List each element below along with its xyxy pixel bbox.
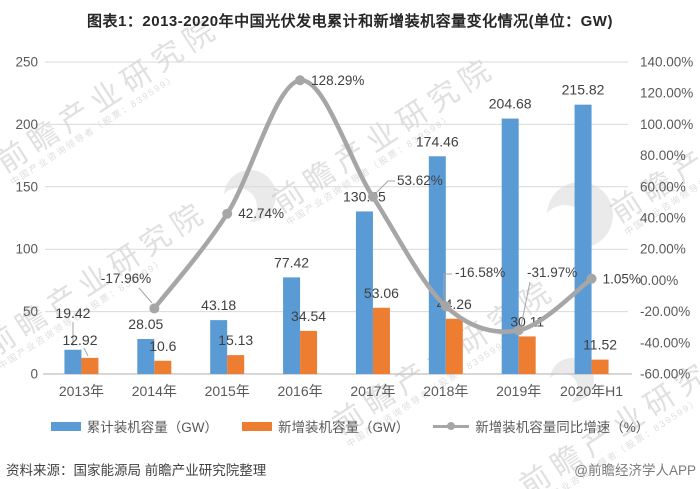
growth-marker-2018年 [440, 301, 451, 312]
credit-note: @前瞻经济学人APP [574, 463, 696, 478]
label-leader-line [83, 347, 89, 357]
right-axis-tick: 140.00% [640, 55, 693, 70]
right-axis-tick: 100.00% [640, 117, 693, 132]
growth-marker-2019年 [513, 325, 524, 336]
data-label-cumulative-2015年: 43.18 [201, 297, 236, 313]
x-axis-label: 2020年H1 [560, 383, 623, 399]
bar-cumulative-2020年H1 [574, 104, 592, 374]
bar-cumulative-2013年 [64, 349, 82, 374]
data-label-cumulative-2016年: 77.42 [274, 254, 309, 270]
data-label-cumulative-2020年H1: 215.82 [562, 82, 605, 98]
data-label-growth-2017年: 53.62% [397, 173, 443, 188]
data-label-cumulative-2014年: 28.05 [128, 316, 163, 332]
legend-label: 累计装机容量（GW） [86, 420, 218, 435]
data-label-new-2015年: 15.13 [218, 332, 253, 348]
data-label-cumulative-2018年: 174.46 [416, 133, 459, 149]
bar-cumulative-2014年 [137, 338, 155, 374]
label-leader-line [520, 281, 531, 327]
data-label-growth-2018年: -16.58% [455, 265, 505, 280]
right-axis-tick: 40.00% [640, 211, 686, 226]
label-leader-line [375, 180, 395, 194]
data-label-new-2016年: 34.54 [291, 308, 326, 324]
bar-new-2017年 [372, 307, 390, 374]
data-label-growth-2016年: 128.29% [311, 73, 364, 88]
footer: 资料来源：国家能源局 前瞻产业研究院整理 @前瞻经济学人APP [6, 459, 696, 479]
right-axis-tick: -40.00% [640, 335, 690, 350]
bar-cumulative-2019年 [501, 118, 519, 374]
bar-new-2016年 [300, 330, 318, 374]
data-label-cumulative-2019年: 204.68 [489, 96, 532, 112]
legend-label: 新增装机容量同比增速（%） [475, 420, 650, 435]
legend-swatch-line [433, 421, 470, 431]
x-axis-label: 2019年 [496, 383, 541, 399]
left-axis-tick: 150 [15, 179, 38, 194]
growth-marker-2015年 [222, 208, 233, 219]
label-leader-line [443, 273, 452, 301]
growth-marker-2017年 [367, 191, 378, 202]
bar-new-2014年 [154, 360, 172, 374]
bar-cumulative-2017年 [355, 211, 373, 374]
data-label-new-2014年: 10.6 [149, 338, 176, 354]
bar-cumulative-2015年 [210, 320, 228, 374]
left-axis-tick: 50 [23, 304, 38, 319]
growth-marker-2016年 [295, 75, 306, 86]
data-label-new-2020年H1: 11.52 [583, 337, 617, 353]
x-axis-label: 2014年 [132, 383, 177, 399]
right-axis-tick: 20.00% [640, 242, 686, 257]
x-axis-label: 2015年 [205, 383, 250, 399]
right-axis-tick: -60.00% [640, 367, 690, 382]
data-label-growth-2015年: 42.74% [238, 206, 284, 221]
growth-marker-2014年 [149, 303, 160, 314]
chart-title: 图表1：2013-2020年中国光伏发电累计和新增装机容量变化情况(单位：GW) [87, 13, 613, 30]
data-label-cumulative-2017年: 130.25 [343, 188, 386, 204]
x-axis-label: 2018年 [423, 383, 468, 399]
legend-swatch-bar [50, 421, 81, 431]
legend: 累计装机容量（GW） 新增装机容量（GW） 新增装机容量同比增速（%） [0, 416, 700, 436]
data-label-cumulative-2013年: 19.42 [55, 305, 90, 321]
legend-label: 新增装机容量（GW） [277, 420, 410, 435]
legend-item-1: 新增装机容量（GW） [241, 416, 410, 436]
x-axis-label: 2016年 [277, 383, 322, 399]
bar-cumulative-2018年 [428, 156, 446, 374]
bar-cumulative-2016年 [283, 277, 301, 374]
data-label-growth-2014年: -17.96% [101, 271, 151, 286]
source-note: 资料来源：国家能源局 前瞻产业研究院整理 [6, 463, 267, 478]
bar-new-2020年H1 [591, 359, 609, 374]
left-axis-tick: 0 [30, 367, 38, 382]
legend-item-2: 新增装机容量同比增速（%） [433, 416, 649, 436]
left-axis-tick: 100 [15, 242, 38, 257]
bar-new-2018年 [445, 318, 463, 374]
data-label-growth-2019年: -31.97% [527, 265, 577, 280]
x-axis-label: 2017年 [350, 383, 395, 399]
x-axis-label: 2013年 [59, 383, 104, 399]
left-axis-tick: 250 [15, 55, 38, 70]
bar-new-2013年 [81, 357, 99, 374]
data-label-growth-2020年H1: 1.05% [603, 271, 641, 286]
right-axis-tick: -20.00% [640, 304, 690, 319]
growth-marker-2020年H1 [586, 273, 597, 284]
legend-item-0: 累计装机容量（GW） [50, 416, 218, 436]
right-axis-tick: 120.00% [640, 86, 693, 101]
data-label-new-2017年: 53.06 [364, 285, 399, 301]
right-axis-tick: 0.00% [640, 273, 678, 288]
label-leader-line [138, 287, 153, 304]
data-label-new-2013年: 12.92 [62, 332, 97, 348]
bar-new-2019年 [518, 336, 536, 374]
bar-new-2015年 [227, 355, 245, 374]
left-axis-tick: 200 [15, 117, 38, 132]
legend-swatch-bar [241, 421, 272, 431]
right-axis-tick: 60.00% [640, 179, 686, 194]
right-axis-tick: 80.00% [640, 148, 686, 163]
